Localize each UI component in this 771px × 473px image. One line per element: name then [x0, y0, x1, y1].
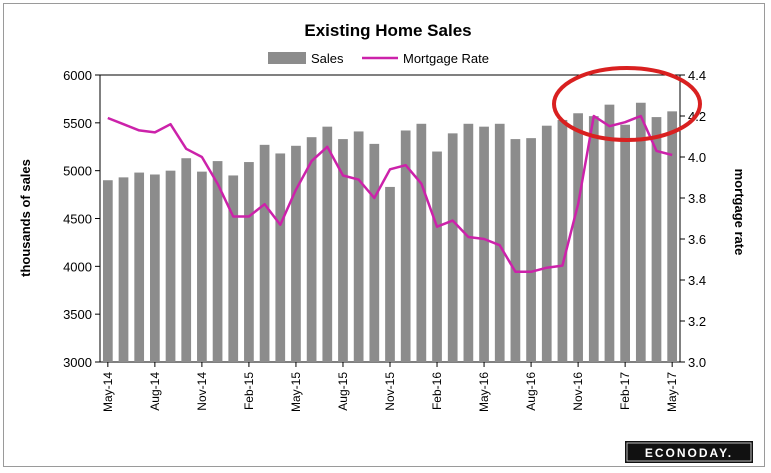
x-tick-label: Nov-16: [571, 372, 585, 411]
x-tick-label: Aug-16: [524, 372, 538, 411]
left-tick-label: 3500: [63, 307, 92, 322]
sales-bar: [620, 124, 630, 362]
left-tick-label: 4000: [63, 259, 92, 274]
sales-bar: [541, 125, 552, 362]
sales-bar: [588, 116, 599, 363]
left-tick-label: 6000: [63, 68, 92, 83]
x-tick-label: Nov-14: [195, 372, 209, 411]
x-axis: May-14 Aug-14 Nov-14 Feb-15 May-15 Aug-15 Nov-…: [101, 362, 679, 412]
legend: Sales Mortgage Rate: [268, 51, 489, 66]
chart-title: Existing Home Sales: [304, 21, 471, 40]
sales-bar: [118, 177, 129, 362]
highlight-ellipse: [552, 66, 702, 142]
right-tick-label: 3.2: [688, 314, 706, 329]
sales-bar: [463, 123, 474, 362]
x-tick-label: Feb-17: [618, 372, 632, 410]
sales-bar: [385, 186, 395, 362]
sales-bar: [557, 119, 568, 362]
watermark-text: ECONODAY.: [645, 446, 733, 460]
sales-bar: [369, 143, 380, 362]
x-tick-label: May-16: [477, 372, 491, 412]
sales-bar: [322, 126, 333, 362]
mortgage-rate-line: [107, 114, 673, 274]
right-tick-label: 3.6: [688, 232, 706, 247]
sales-bar: [275, 153, 286, 362]
left-tick-label: 4500: [63, 212, 92, 227]
right-tick-label: 3.8: [688, 191, 706, 206]
right-tick-label: 3.0: [688, 355, 706, 370]
sales-bar: [604, 104, 615, 362]
sales-bar: [150, 174, 160, 362]
sales-bar: [526, 138, 536, 362]
sales-bar: [102, 180, 113, 362]
right-axis: 4.44.24.03.83.63.43.23.0: [680, 68, 706, 370]
left-tick-label: 5000: [63, 164, 92, 179]
sales-bar: [479, 126, 489, 362]
sales-bar: [244, 162, 254, 362]
sales-bar: [432, 151, 442, 362]
x-tick-label: Feb-15: [242, 372, 256, 410]
sales-bar: [667, 111, 678, 362]
x-tick-label: Feb-16: [430, 372, 444, 410]
sales-bar: [651, 117, 662, 363]
sales-bar: [416, 123, 427, 362]
sales-bar: [212, 161, 223, 362]
x-tick-label: May-17: [665, 372, 679, 412]
sales-bar: [338, 139, 348, 362]
sales-bar: [400, 130, 411, 362]
sales-bar: [447, 133, 458, 362]
sales-bar: [259, 144, 270, 362]
sales-bar: [228, 175, 239, 362]
right-tick-label: 4.4: [688, 68, 706, 83]
econoday-logo: ECONODAY.: [625, 441, 753, 463]
left-axis: 6000 5500 5000 4500 4000 3500 3000: [63, 68, 100, 370]
left-tick-label: 5500: [63, 116, 92, 131]
sales-bar: [494, 123, 505, 362]
sales-bar: [635, 102, 646, 362]
y2-axis-title: mortgage rate: [732, 169, 747, 256]
sales-bar: [134, 172, 145, 362]
right-tick-label: 3.4: [688, 273, 706, 288]
sales-bar: [510, 139, 521, 362]
sales-bar: [306, 137, 317, 362]
sales-bar: [165, 170, 176, 362]
x-tick-label: Aug-14: [148, 372, 162, 411]
x-tick-label: Nov-15: [383, 372, 397, 411]
left-tick-label: 3000: [63, 355, 92, 370]
y-axis-title: thousands of sales: [18, 159, 33, 277]
legend-sales-swatch: [268, 52, 306, 64]
sales-bars: [102, 102, 678, 363]
legend-mortgage-label: Mortgage Rate: [403, 51, 489, 66]
sales-bar: [197, 171, 207, 362]
sales-bar: [181, 158, 192, 362]
sales-bar: [353, 131, 364, 362]
legend-sales-label: Sales: [311, 51, 344, 66]
right-tick-label: 4.0: [688, 150, 706, 165]
x-tick-label: Aug-15: [336, 372, 350, 411]
x-tick-label: May-15: [289, 372, 303, 412]
x-tick-label: May-14: [101, 372, 115, 412]
sales-bar: [573, 113, 583, 363]
sales-bar: [291, 145, 301, 362]
